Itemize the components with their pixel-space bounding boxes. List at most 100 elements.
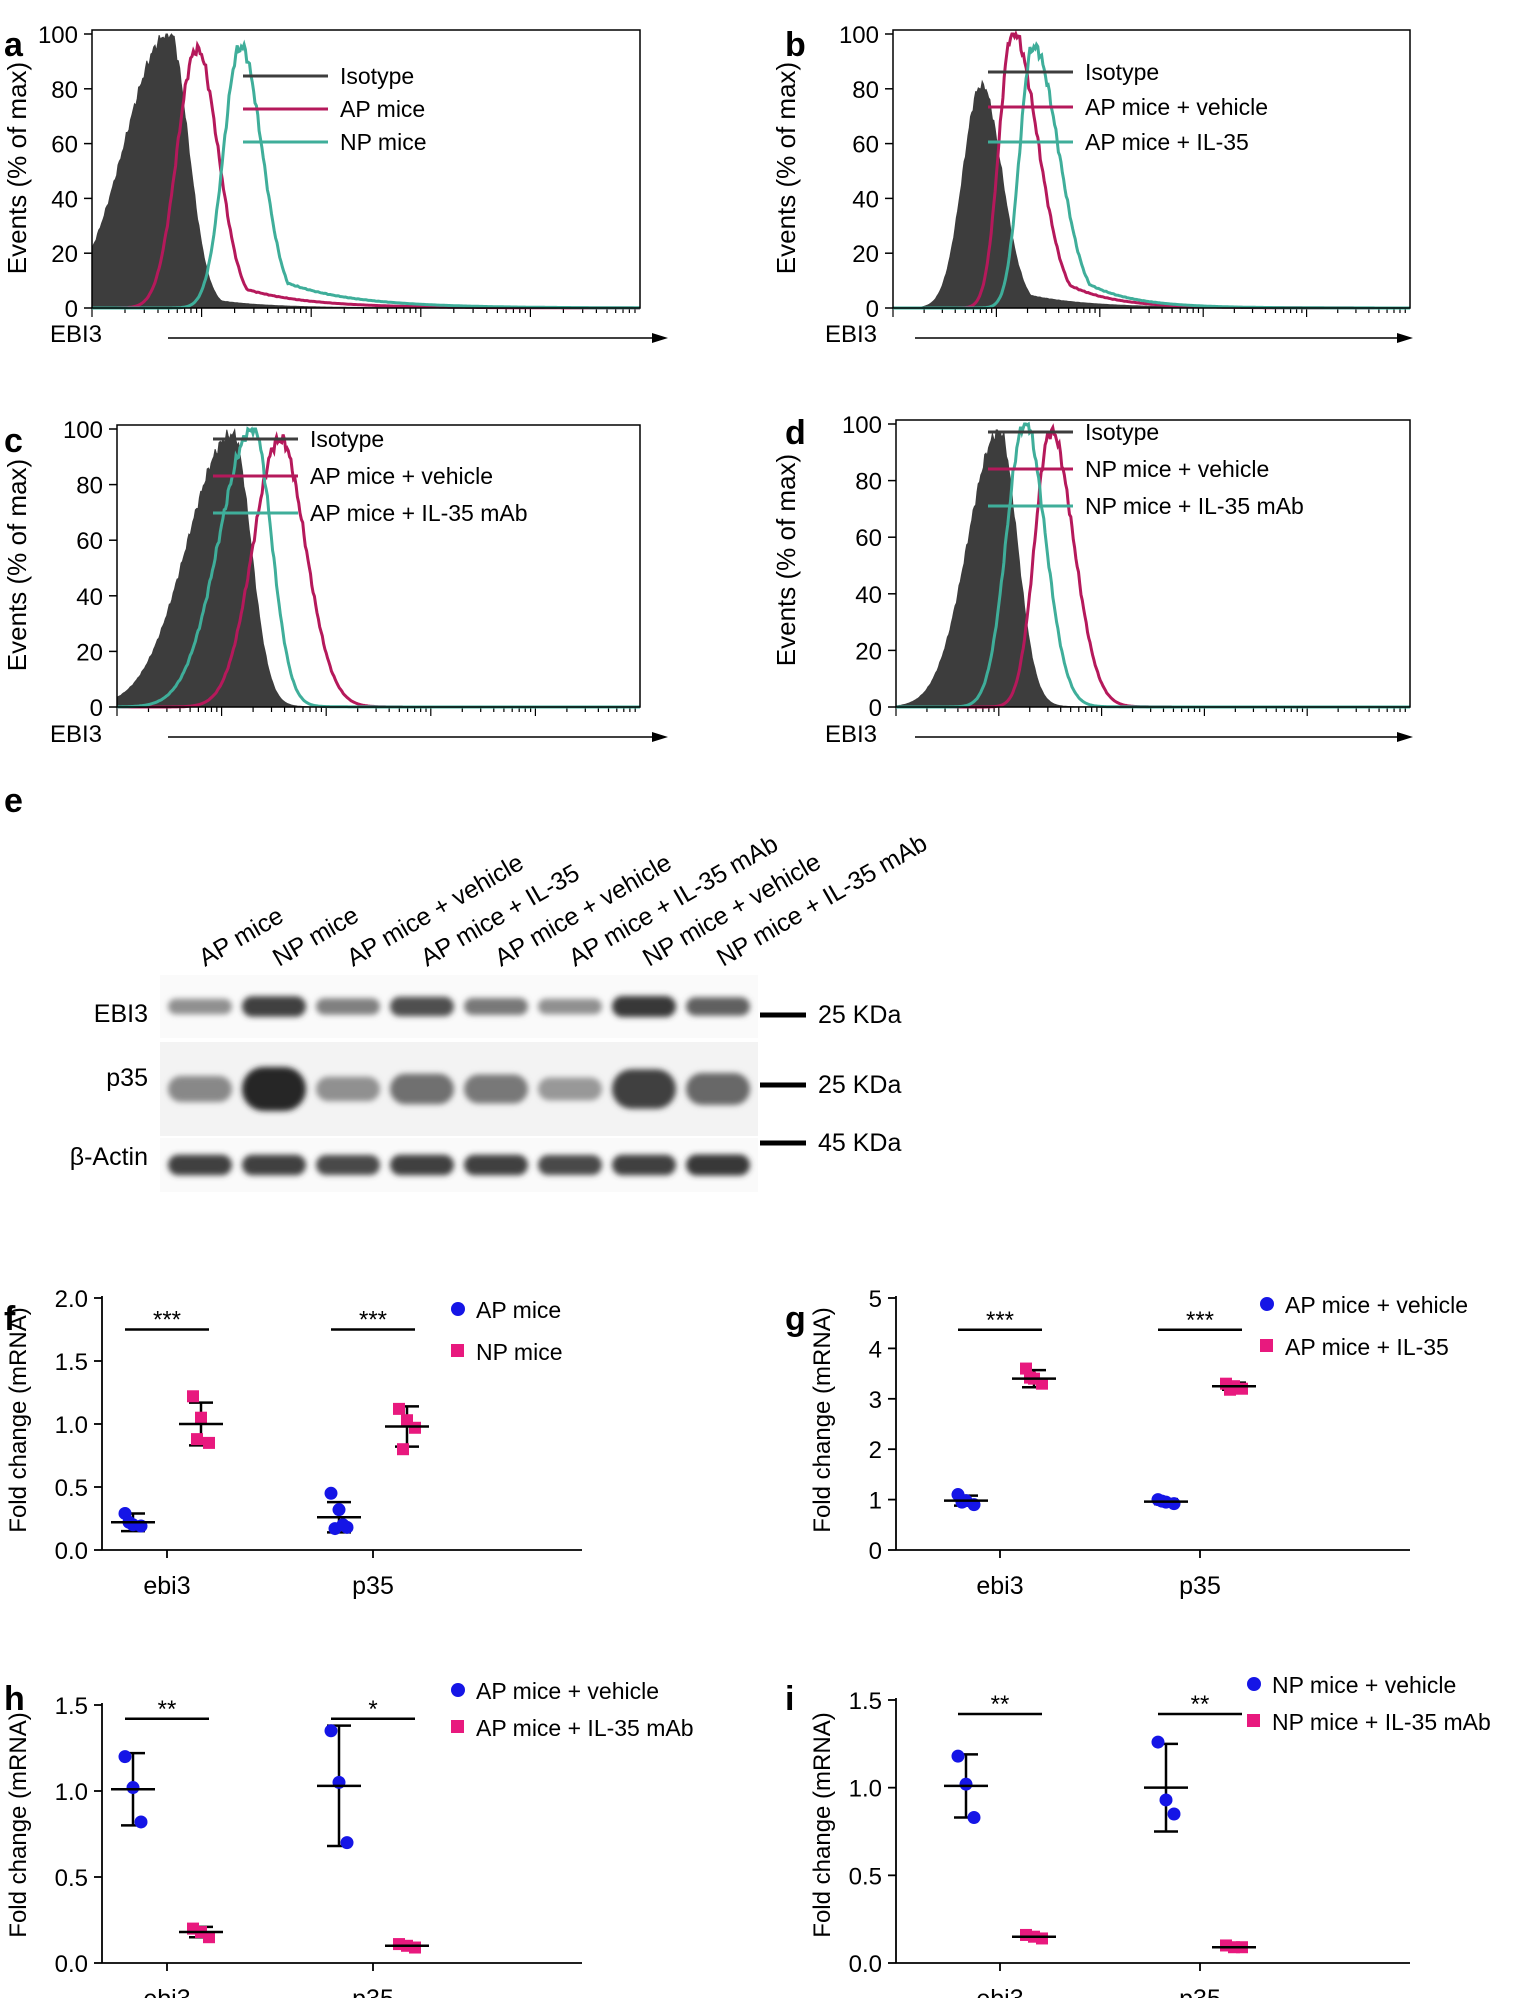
legend-label: NP mice bbox=[476, 1339, 563, 1365]
blot-band bbox=[612, 1069, 676, 1109]
blot-band bbox=[612, 996, 676, 1017]
blot-band bbox=[390, 1154, 454, 1176]
y-tick-label: 60 bbox=[51, 132, 78, 159]
significance-label: * bbox=[368, 1696, 377, 1723]
x-axis-arrow-head bbox=[1397, 732, 1413, 742]
data-point bbox=[409, 1941, 421, 1954]
plot-frame bbox=[116, 424, 641, 708]
legend-label: Isotype bbox=[1085, 59, 1159, 85]
data-point bbox=[203, 1436, 215, 1449]
significance-label: ** bbox=[158, 1696, 177, 1723]
legend-label: AP mice + IL-35 bbox=[1285, 1334, 1449, 1360]
data-point bbox=[324, 1724, 338, 1738]
blot-band bbox=[242, 1154, 306, 1176]
y-tick-label: 0.5 bbox=[55, 1475, 88, 1502]
panel-label: c bbox=[4, 422, 23, 460]
blot-band bbox=[168, 1076, 232, 1102]
legend-label: AP mice + IL-35 mAb bbox=[310, 500, 528, 526]
data-point bbox=[1036, 1377, 1048, 1390]
significance-label: *** bbox=[359, 1307, 387, 1334]
legend-label: AP mice + vehicle bbox=[476, 1678, 659, 1704]
y-axis-label: Fold change (mRNA) bbox=[5, 1712, 32, 1937]
y-tick-label: 0 bbox=[869, 695, 882, 722]
data-point bbox=[1036, 1932, 1048, 1945]
category-label: p35 bbox=[1179, 1572, 1221, 1600]
legend-label: Isotype bbox=[340, 63, 414, 89]
y-tick-label: 0.0 bbox=[55, 1538, 88, 1565]
blot-band bbox=[538, 1077, 602, 1101]
data-point bbox=[324, 1486, 338, 1500]
y-tick-label: 80 bbox=[855, 469, 882, 496]
legend-label: NP mice + vehicle bbox=[1085, 456, 1269, 482]
data-point bbox=[1236, 1382, 1248, 1395]
data-point bbox=[1167, 1807, 1181, 1821]
y-tick-label: 60 bbox=[76, 528, 103, 555]
y-tick-label: 20 bbox=[76, 639, 103, 666]
y-tick-label: 20 bbox=[852, 241, 879, 268]
blot-band bbox=[316, 998, 380, 1015]
blot-band bbox=[612, 1154, 676, 1176]
y-axis-label: Events (% of max) bbox=[771, 62, 801, 274]
blot-band bbox=[538, 1155, 602, 1175]
data-point bbox=[1167, 1497, 1181, 1511]
data-point bbox=[332, 1503, 346, 1517]
blot-band bbox=[390, 996, 454, 1017]
category-label: p35 bbox=[1179, 1985, 1221, 1998]
y-tick-label: 0.0 bbox=[849, 1951, 882, 1978]
data-point bbox=[187, 1390, 199, 1403]
y-tick-label: 100 bbox=[38, 22, 78, 49]
legend-label: AP mice + vehicle bbox=[1285, 1292, 1468, 1318]
panel-label: e bbox=[4, 782, 23, 820]
x-axis-arrow-head bbox=[1397, 333, 1413, 343]
significance-label: ** bbox=[1191, 1691, 1210, 1718]
panel-label: d bbox=[785, 414, 806, 452]
y-tick-label: 60 bbox=[852, 132, 879, 159]
blot-row-label: β-Actin bbox=[70, 1143, 148, 1171]
legend-label: AP mice + IL-35 mAb bbox=[476, 1715, 694, 1741]
legend-label: NP mice + IL-35 mAb bbox=[1272, 1709, 1491, 1735]
legend-label: NP mice bbox=[340, 129, 427, 155]
data-point bbox=[203, 1931, 215, 1944]
data-point bbox=[126, 1781, 140, 1795]
significance-label: ** bbox=[991, 1691, 1010, 1718]
dot-plot-panel-i: i Fold change (mRNA) 0.0 0.5 1.0 1.5 ebi3 ** p35… bbox=[785, 1672, 1491, 1998]
legend-label: AP mice bbox=[476, 1297, 561, 1323]
legend-label: Isotype bbox=[310, 426, 384, 452]
marker-label: 45 KDa bbox=[818, 1129, 901, 1157]
x-axis-label: EBI3 bbox=[825, 321, 877, 348]
y-tick-label: 1.5 bbox=[55, 1349, 88, 1376]
blot-row-label: EBI3 bbox=[94, 1000, 148, 1028]
legend-marker bbox=[1260, 1339, 1273, 1352]
panel-label: g bbox=[785, 1300, 806, 1338]
y-tick-label: 100 bbox=[839, 22, 879, 49]
data-point bbox=[959, 1777, 973, 1791]
blot-band bbox=[242, 1067, 306, 1111]
data-point bbox=[397, 1443, 409, 1456]
blot-band bbox=[316, 1155, 380, 1175]
category-label: ebi3 bbox=[143, 1572, 190, 1600]
y-tick-label: 100 bbox=[63, 417, 103, 444]
category-label: p35 bbox=[352, 1985, 394, 1998]
y-tick-label: 0 bbox=[866, 296, 879, 323]
y-tick-label: 40 bbox=[852, 186, 879, 213]
y-tick-label: 80 bbox=[76, 473, 103, 500]
x-axis-label: EBI3 bbox=[50, 321, 102, 348]
dot-plot-panel-g: g Fold change (mRNA) 0 1 2 3 4 5 ebi3 *** p35 *** AP… bbox=[785, 1286, 1468, 1600]
legend-label: AP mice + vehicle bbox=[1085, 94, 1268, 120]
legend-marker bbox=[451, 1344, 464, 1357]
x-axis-arrow-head bbox=[652, 333, 668, 343]
data-point bbox=[1151, 1735, 1165, 1749]
y-tick-label: 1 bbox=[869, 1488, 882, 1515]
y-axis-label: Events (% of max) bbox=[2, 62, 32, 274]
legend-marker bbox=[1247, 1714, 1260, 1727]
y-tick-label: 0.5 bbox=[55, 1865, 88, 1892]
panel-label: h bbox=[4, 1680, 25, 1718]
y-tick-label: 1.5 bbox=[55, 1693, 88, 1720]
data-point bbox=[118, 1750, 132, 1764]
x-axis-label: EBI3 bbox=[825, 721, 877, 748]
category-label: p35 bbox=[352, 1572, 394, 1600]
blot-band bbox=[168, 998, 232, 1015]
